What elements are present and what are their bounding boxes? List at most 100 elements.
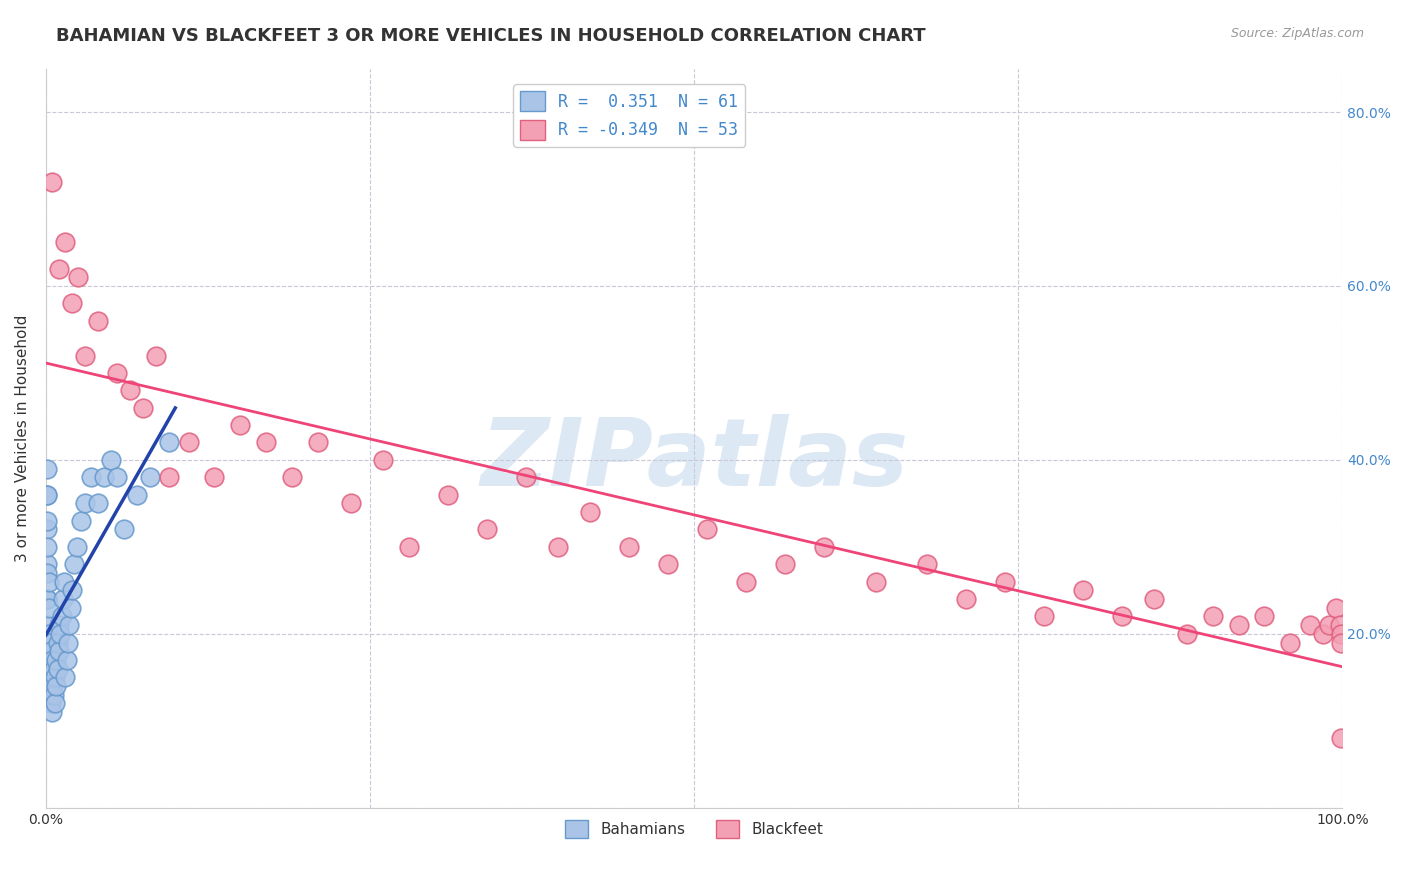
Point xyxy=(955,592,977,607)
Point xyxy=(38,574,60,589)
Point xyxy=(865,574,887,589)
Point xyxy=(437,488,460,502)
Point xyxy=(35,627,58,641)
Point xyxy=(44,697,66,711)
Point xyxy=(52,592,75,607)
Point xyxy=(51,609,73,624)
Point xyxy=(46,662,69,676)
Point xyxy=(1330,627,1353,641)
Point xyxy=(177,435,200,450)
Point xyxy=(1253,609,1275,624)
Point xyxy=(48,618,70,632)
Point xyxy=(41,175,63,189)
Legend: Bahamians, Blackfeet: Bahamians, Blackfeet xyxy=(560,814,830,845)
Point xyxy=(42,688,65,702)
Point xyxy=(132,401,155,415)
Point xyxy=(579,505,602,519)
Point xyxy=(120,384,142,398)
Point xyxy=(56,635,79,649)
Point xyxy=(339,496,361,510)
Point xyxy=(1033,609,1056,624)
Point xyxy=(37,514,59,528)
Point xyxy=(38,635,60,649)
Point xyxy=(67,270,90,285)
Point xyxy=(37,540,59,554)
Point xyxy=(1227,618,1250,632)
Point xyxy=(229,418,252,433)
Point xyxy=(80,470,103,484)
Point xyxy=(38,679,60,693)
Point xyxy=(735,574,758,589)
Point xyxy=(35,523,58,537)
Point xyxy=(105,366,128,380)
Point xyxy=(63,558,86,572)
Point xyxy=(125,488,148,502)
Point xyxy=(55,235,77,250)
Point xyxy=(41,679,63,693)
Point xyxy=(93,470,115,484)
Point xyxy=(41,653,63,667)
Point xyxy=(917,558,939,572)
Point xyxy=(44,670,66,684)
Point xyxy=(657,558,679,572)
Point xyxy=(307,435,329,450)
Point xyxy=(1317,618,1340,632)
Point xyxy=(60,583,83,598)
Point xyxy=(48,644,70,658)
Point xyxy=(38,662,60,676)
Point xyxy=(87,496,110,510)
Point xyxy=(157,470,180,484)
Point xyxy=(138,470,160,484)
Point xyxy=(48,261,70,276)
Point xyxy=(547,540,569,554)
Point xyxy=(994,574,1017,589)
Point xyxy=(55,653,77,667)
Point xyxy=(73,349,96,363)
Point xyxy=(46,635,69,649)
Point xyxy=(145,349,167,363)
Point xyxy=(38,627,60,641)
Point xyxy=(66,540,89,554)
Point xyxy=(41,705,63,719)
Point xyxy=(39,697,62,711)
Point xyxy=(1329,618,1351,632)
Point xyxy=(45,653,67,667)
Point xyxy=(100,453,122,467)
Point xyxy=(1330,635,1353,649)
Point xyxy=(371,453,394,467)
Point xyxy=(39,670,62,684)
Point xyxy=(475,523,498,537)
Point xyxy=(59,600,82,615)
Point xyxy=(37,566,59,580)
Point xyxy=(112,523,135,537)
Point xyxy=(1324,600,1347,615)
Point xyxy=(1175,627,1198,641)
Point xyxy=(87,314,110,328)
Point xyxy=(157,435,180,450)
Point xyxy=(813,540,835,554)
Point xyxy=(55,670,77,684)
Point xyxy=(35,558,58,572)
Point xyxy=(38,653,60,667)
Point xyxy=(204,470,226,484)
Point xyxy=(515,470,537,484)
Point xyxy=(45,679,67,693)
Point xyxy=(1201,609,1223,624)
Point xyxy=(37,618,59,632)
Point xyxy=(1071,583,1094,598)
Point xyxy=(38,688,60,702)
Text: ZIPatlas: ZIPatlas xyxy=(479,414,908,507)
Point xyxy=(37,488,59,502)
Point xyxy=(39,644,62,658)
Point xyxy=(37,461,59,475)
Y-axis label: 3 or more Vehicles in Household: 3 or more Vehicles in Household xyxy=(15,315,30,562)
Point xyxy=(37,644,59,658)
Point xyxy=(281,470,304,484)
Point xyxy=(53,574,76,589)
Point xyxy=(38,600,60,615)
Point xyxy=(37,670,59,684)
Point xyxy=(73,496,96,510)
Point xyxy=(49,627,72,641)
Point xyxy=(1312,627,1334,641)
Point xyxy=(1143,592,1166,607)
